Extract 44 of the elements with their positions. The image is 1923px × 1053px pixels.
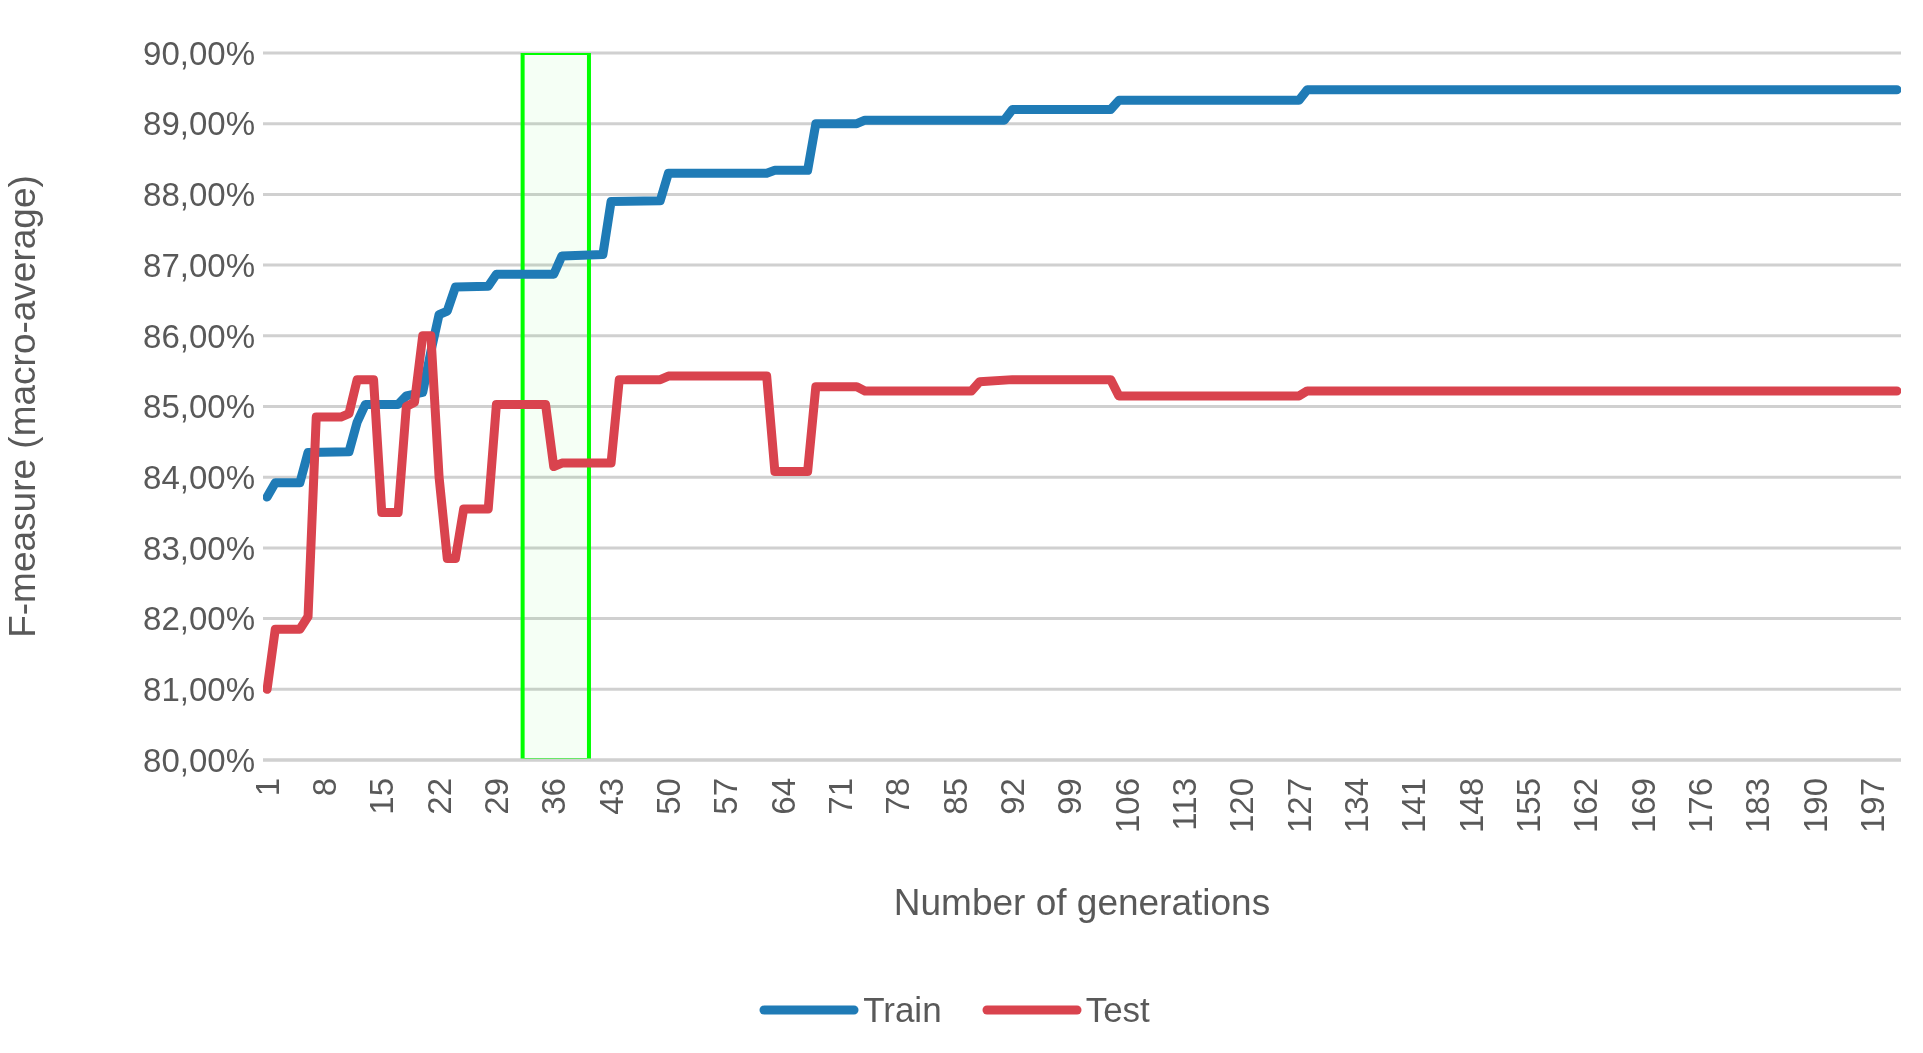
y-tick-label: 84,00% (143, 458, 255, 496)
x-tick-label: 15 (363, 778, 401, 815)
x-tick-label: 127 (1280, 778, 1318, 834)
x-axis-title: Number of generations (893, 882, 1271, 923)
x-tick-label: 169 (1624, 778, 1662, 834)
x-tick-label: 36 (535, 778, 573, 815)
x-tick-label: 92 (993, 778, 1031, 815)
x-tick-label: 1 (248, 778, 286, 797)
y-tick-label: 81,00% (143, 671, 255, 709)
x-tick-label: 183 (1739, 778, 1777, 834)
x-tick-label: 190 (1796, 778, 1834, 834)
x-tick-label: 176 (1681, 778, 1719, 834)
x-tick-label: 106 (1108, 778, 1146, 834)
y-tick-label: 80,00% (143, 741, 255, 779)
x-tick-label: 113 (1165, 778, 1203, 831)
y-tick-label: 86,00% (143, 317, 255, 355)
x-tick-label: 29 (477, 778, 515, 815)
x-tick-label: 57 (707, 778, 745, 815)
x-tick-label: 162 (1567, 778, 1605, 834)
x-tick-label: 85 (936, 778, 974, 815)
y-tick-label: 88,00% (143, 176, 255, 214)
y-tick-label: 87,00% (143, 246, 255, 284)
x-tick-label: 155 (1509, 778, 1547, 834)
x-tick-label: 50 (649, 778, 687, 815)
x-tick-label: 8 (305, 778, 343, 797)
x-tick-label: 99 (1051, 778, 1089, 815)
y-tick-label: 89,00% (143, 105, 255, 143)
y-tick-label: 85,00% (143, 388, 255, 426)
y-axis-title: F-measure (macro-average) (2, 175, 44, 638)
x-tick-label: 64 (764, 778, 802, 815)
legend-label: Test (1085, 990, 1150, 1030)
x-tick-label: 78 (879, 778, 917, 815)
legend-label: Train (863, 990, 942, 1030)
x-tick-label: 22 (420, 778, 458, 815)
x-tick-label: 148 (1452, 778, 1490, 834)
x-tick-label: 120 (1223, 778, 1261, 834)
y-tick-label: 82,00% (143, 600, 255, 638)
y-tick-label: 83,00% (143, 529, 255, 567)
x-tick-label: 197 (1853, 778, 1891, 834)
x-tick-label: 43 (592, 778, 630, 815)
x-tick-label: 134 (1337, 778, 1375, 834)
y-tick-label: 90,00% (143, 34, 255, 72)
x-tick-label: 141 (1395, 778, 1433, 834)
x-tick-label: 71 (821, 778, 859, 815)
